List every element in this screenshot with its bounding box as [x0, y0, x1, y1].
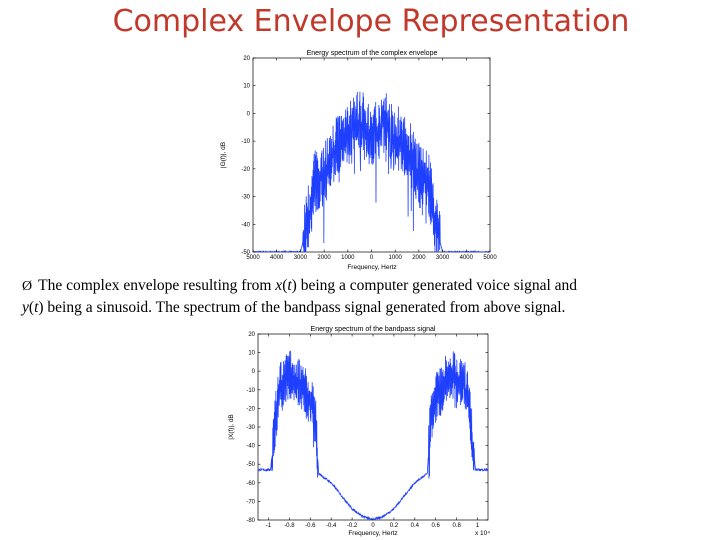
y-tick-label: -30	[246, 425, 255, 431]
x-axis-label: Frequency, Hertz	[347, 264, 396, 271]
spectrum-line	[253, 91, 490, 252]
x-tick-label: 2000	[412, 255, 426, 261]
chart-title: Energy spectrum of the complex envelope	[307, 50, 438, 57]
slide-title: Complex Envelope Representation	[112, 4, 630, 39]
x-tick-label: 4000	[270, 255, 284, 261]
y-tick-label: -40	[246, 444, 255, 450]
x-tick-label: 4000	[460, 255, 474, 261]
y-tick-label: -50	[246, 462, 255, 468]
y-tick-label: 20	[248, 332, 255, 338]
y-tick-label: -30	[241, 195, 250, 201]
text-segment: (	[28, 299, 35, 316]
text-italic-t: t	[34, 299, 39, 316]
bullet-line-1: Ø The complex envelope resulting from x(t…	[22, 275, 712, 297]
x-tick-label: 0	[370, 255, 374, 261]
x-tick-label: -0.8	[284, 523, 295, 529]
x-tick-label: 2000	[317, 255, 331, 261]
x-tick-label: 3000	[294, 255, 308, 261]
x-tick-label: -1	[266, 523, 272, 529]
y-tick-label: -20	[246, 406, 255, 412]
x-tick-label: 1	[476, 523, 480, 529]
y-tick-label: 10	[243, 84, 250, 90]
complex-envelope-spectrum-chart: 5000 4000 3000 2000 1000 0 1000 2000 3000 4000 500…	[220, 50, 497, 271]
text-italic-t: t	[287, 277, 292, 294]
y-axis-label: |X(f)|, dB	[228, 414, 235, 439]
y-tick-label: -10	[246, 388, 255, 394]
spectrum-trace	[253, 91, 490, 252]
y-tick-label: -80	[246, 518, 255, 524]
text-italic-x: x	[275, 277, 283, 294]
x-tick-label: -0.6	[305, 523, 316, 529]
bullet-arrow-icon: Ø	[22, 279, 33, 294]
y-tick-label: 20	[243, 56, 250, 62]
x-tick-label: 3000	[436, 255, 450, 261]
text-segment: ) being a computer generated voice signa…	[291, 277, 578, 294]
bandpass-spectrum-chart: -1 -0.8 -0.6 -0.4 -0.2 0 0.2 0.4 0.6 0.8 1 20 10 0 -10…	[228, 326, 490, 537]
x-axis-label: Frequency, Hertz	[348, 530, 397, 537]
y-tick-label: -20	[241, 167, 250, 173]
x-tick-label: 0.4	[411, 523, 420, 529]
bullet-line-2: y(t) being a sinusoid. The spectrum of t…	[22, 297, 712, 318]
x-tick-label: 0.8	[452, 523, 461, 529]
y-tick-label: 0	[252, 369, 256, 375]
y-tick-label: -60	[246, 481, 255, 487]
x-tick-label: 1000	[341, 255, 355, 261]
y-tick-label: -40	[241, 222, 250, 228]
y-tick-label: -10	[241, 139, 250, 145]
y-tick-label: -70	[246, 499, 255, 505]
text-segment: ) being a sinusoid. The spectrum of the …	[38, 299, 566, 316]
text-segment: (	[282, 277, 288, 294]
x-tick-label: 0.2	[390, 523, 399, 529]
y-tick-label: 0	[247, 111, 251, 117]
x-tick-label: -0.4	[326, 523, 337, 529]
text-italic-y: y	[22, 299, 29, 316]
y-tick-label: -50	[241, 250, 250, 256]
bullet-paragraph: Ø The complex envelope resulting from x(t…	[22, 275, 712, 318]
x-axis-multiplier: x 10⁴	[475, 530, 490, 537]
x-tick-label: 0.6	[432, 523, 441, 529]
x-tick-label: -0.2	[347, 523, 358, 529]
x-tick-label: 0	[371, 523, 375, 529]
x-tick-label: 5000	[246, 255, 260, 261]
y-tick-label: 10	[248, 351, 255, 357]
x-tick-label: 1000	[389, 255, 403, 261]
x-tick-label: 5000	[483, 255, 497, 261]
y-axis-label: |G(f)|, dB	[220, 142, 227, 168]
chart-title: Energy spectrum of the bandpass signal	[311, 326, 436, 333]
text-segment: The complex envelope resulting from	[38, 277, 276, 294]
